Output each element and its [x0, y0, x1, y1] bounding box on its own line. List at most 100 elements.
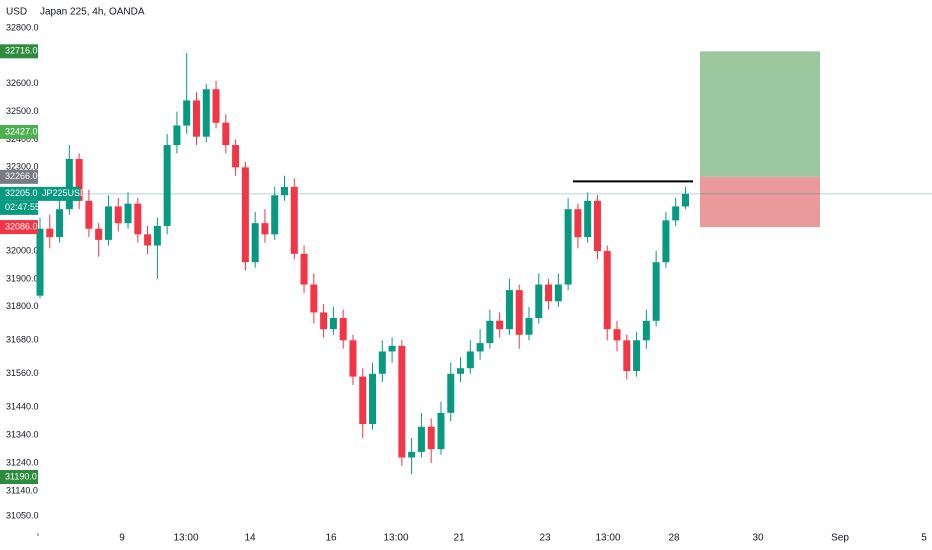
- candle-body: [564, 209, 572, 285]
- x-tick-label: 28: [668, 533, 680, 544]
- candle-body: [417, 426, 425, 452]
- candle-body: [515, 290, 523, 335]
- candle-body: [46, 228, 54, 238]
- candle-body: [222, 122, 230, 146]
- candle-body: [466, 351, 474, 369]
- candle-body: [202, 89, 210, 137]
- candle-body: [329, 318, 337, 330]
- y-tick-label: 31560.0: [6, 368, 39, 378]
- candle-body: [251, 223, 259, 263]
- y-tick-label: 31240.0: [6, 457, 39, 467]
- candle-body: [85, 200, 93, 229]
- candle-body: [124, 203, 132, 224]
- candle-body: [681, 193, 689, 207]
- price-label: 32266.0: [5, 171, 38, 181]
- candle-body: [447, 373, 455, 413]
- y-tick-label: 31900.0: [6, 273, 39, 283]
- price-badge: [0, 220, 38, 235]
- candle-body: [95, 228, 103, 240]
- x-tick-label: 21: [453, 533, 465, 544]
- candle-body: [378, 351, 386, 374]
- y-tick-label: 32600.0: [6, 78, 39, 88]
- currency: USD: [6, 7, 27, 18]
- price-badge: [0, 186, 80, 201]
- x-tick-label: 30: [752, 533, 764, 544]
- candle-body: [437, 412, 445, 450]
- candle-body: [36, 228, 44, 296]
- candle-body: [114, 206, 122, 224]
- candle-body: [662, 220, 670, 263]
- y-tick-label: 31050.0: [6, 510, 39, 520]
- candle-body: [603, 251, 611, 330]
- y-tick-label: 31800.0: [6, 301, 39, 311]
- y-tick-label: 31340.0: [6, 430, 39, 440]
- x-tick-label: 16: [325, 533, 337, 544]
- price-badge: [0, 470, 38, 484]
- candle-body: [153, 225, 161, 246]
- candle-body: [290, 186, 298, 254]
- candle-body: [388, 345, 396, 352]
- price-badge: [0, 169, 38, 184]
- price-label: 31190.0: [5, 471, 37, 481]
- candle-body: [56, 209, 64, 238]
- candle-body: [359, 376, 367, 424]
- candle-body: [232, 145, 240, 168]
- x-tick-label: 14: [244, 533, 256, 544]
- countdown: 02:47:55: [5, 202, 40, 212]
- price-label: 32716.0: [5, 46, 38, 56]
- candle-body: [652, 262, 660, 321]
- candle-body: [212, 89, 220, 123]
- candle-body: [535, 284, 543, 318]
- candle-body: [369, 373, 377, 424]
- candle-body: [310, 284, 318, 313]
- candle-body: [623, 340, 631, 371]
- x-tick-label: 13:00: [173, 533, 198, 544]
- candle-body: [584, 200, 592, 238]
- symbol-label: JP225USD: [42, 188, 87, 198]
- y-tick-label: 32000.0: [6, 245, 39, 255]
- candle-body: [593, 200, 601, 252]
- chart-title: Japan 225, 4h, OANDA: [40, 7, 145, 18]
- price-badge: [0, 124, 38, 139]
- y-tick-label: 31680.0: [6, 335, 39, 345]
- candle-body: [65, 159, 73, 210]
- candle-body: [320, 312, 328, 330]
- loss-zone: [700, 176, 820, 228]
- profit-zone: [700, 51, 820, 177]
- candle-body: [271, 195, 279, 235]
- candle-body: [183, 100, 191, 126]
- candle-body: [241, 167, 249, 263]
- x-tick-label: Sep: [831, 533, 849, 544]
- price-badge: [0, 44, 38, 59]
- candle-body: [75, 159, 83, 201]
- candle-body: [398, 345, 406, 458]
- candle-body: [486, 320, 494, 344]
- candle-body: [163, 145, 171, 226]
- candle-body: [613, 329, 621, 341]
- candle-body: [349, 340, 357, 377]
- candle-body: [134, 203, 142, 235]
- x-tick-label: 13:00: [595, 533, 620, 544]
- candle-body: [476, 343, 484, 352]
- x-tick-label: 9: [119, 533, 125, 544]
- x-tick-label: ': [37, 533, 39, 544]
- candle-body: [300, 253, 308, 285]
- candle-body: [427, 426, 435, 450]
- candle-body: [408, 451, 416, 458]
- candle-body: [261, 223, 269, 235]
- candle-body: [642, 320, 650, 341]
- candle-body: [505, 290, 513, 330]
- price-label: 32427.0: [5, 126, 38, 136]
- candle-body: [173, 125, 181, 146]
- x-tick-label: 23: [539, 533, 551, 544]
- countdown-badge: [0, 200, 38, 215]
- y-tick-label: 31140.0: [6, 485, 38, 495]
- candle-body: [525, 318, 533, 335]
- candle-body: [496, 320, 504, 330]
- candle-body: [633, 340, 641, 371]
- candle-body: [104, 206, 112, 240]
- x-tick-label: 5: [921, 533, 927, 544]
- candle-body: [672, 206, 680, 221]
- y-tick-label: 32500.0: [6, 106, 39, 116]
